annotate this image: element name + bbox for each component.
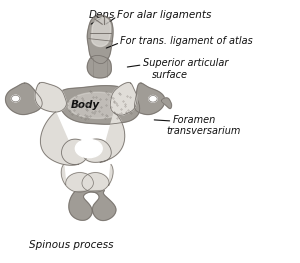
Text: Foramen: Foramen bbox=[172, 115, 216, 125]
Polygon shape bbox=[35, 83, 66, 112]
Polygon shape bbox=[6, 83, 42, 114]
Ellipse shape bbox=[68, 92, 128, 118]
Ellipse shape bbox=[149, 95, 157, 102]
Text: Spinous process: Spinous process bbox=[29, 240, 114, 250]
Polygon shape bbox=[134, 83, 165, 114]
Polygon shape bbox=[161, 98, 172, 109]
Text: surface: surface bbox=[152, 70, 188, 80]
Text: Superior articular: Superior articular bbox=[142, 58, 228, 68]
Text: Dens: Dens bbox=[89, 10, 115, 20]
Polygon shape bbox=[87, 55, 111, 78]
Text: For trans. ligament of atlas: For trans. ligament of atlas bbox=[120, 36, 253, 46]
Polygon shape bbox=[82, 164, 113, 192]
Polygon shape bbox=[61, 164, 93, 192]
Polygon shape bbox=[92, 18, 111, 47]
Text: Body: Body bbox=[71, 100, 100, 110]
Text: transversarium: transversarium bbox=[167, 127, 241, 136]
Polygon shape bbox=[40, 112, 88, 165]
Ellipse shape bbox=[11, 95, 20, 102]
Polygon shape bbox=[87, 15, 113, 64]
Ellipse shape bbox=[75, 139, 102, 158]
Polygon shape bbox=[69, 190, 116, 220]
Text: For alar ligaments: For alar ligaments bbox=[117, 10, 212, 20]
Polygon shape bbox=[82, 112, 125, 162]
Polygon shape bbox=[110, 83, 137, 115]
Polygon shape bbox=[57, 86, 140, 124]
